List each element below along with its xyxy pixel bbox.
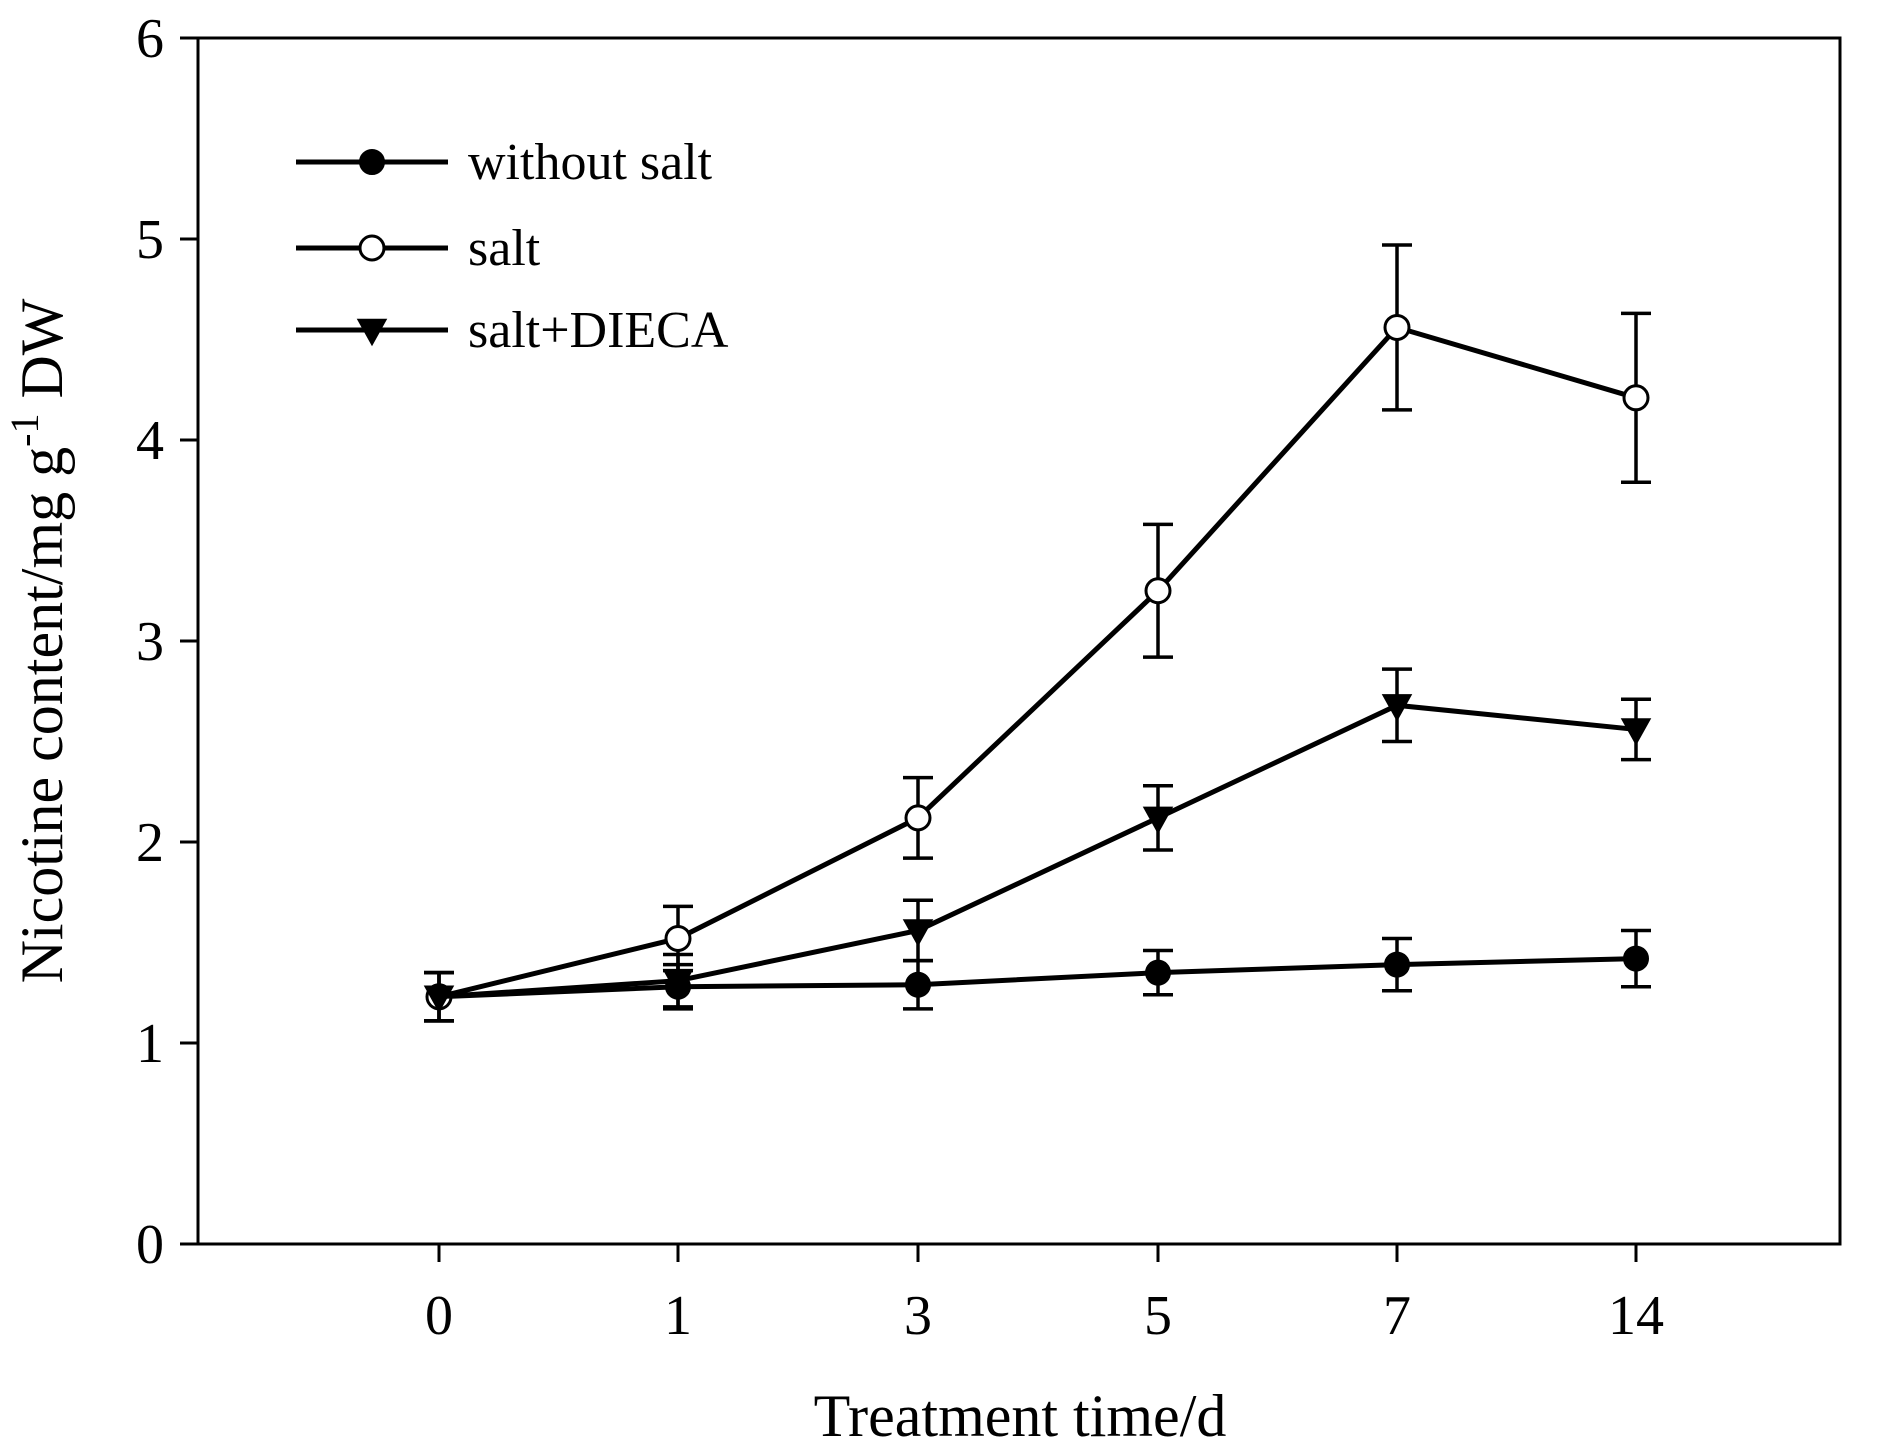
- data-point: [1620, 718, 1652, 746]
- data-point: [1381, 694, 1413, 722]
- data-point: [1384, 951, 1410, 978]
- y-axis-title-tail: DW: [9, 298, 75, 413]
- series-line: [438, 324, 1637, 1000]
- data-point: [902, 919, 934, 947]
- y-axis: 0 1 2 3 4 5 6: [136, 8, 198, 1276]
- y-tick-label: 2: [136, 812, 164, 874]
- series-salt-dieca: [423, 667, 1652, 1023]
- legend-marker: [356, 318, 388, 347]
- data-point: [1144, 577, 1172, 605]
- y-axis-title: Nicotine content/mg g-1 DW: [2, 298, 75, 983]
- data-point: [423, 985, 455, 1014]
- y-tick-label: 5: [136, 209, 164, 271]
- series-salt: [424, 243, 1651, 1023]
- x-axis-title: Treatment time/d: [814, 1383, 1227, 1449]
- y-axis-title-sup: -1: [2, 414, 47, 447]
- legend-entry-salt: salt: [296, 220, 541, 277]
- data-point: [1145, 959, 1171, 986]
- plot-frame: [196, 36, 1842, 1246]
- data-point: [1622, 384, 1650, 412]
- y-tick-label: 1: [136, 1013, 164, 1075]
- legend-marker: [358, 234, 386, 262]
- y-tick-label: 3: [136, 611, 164, 673]
- series-without-salt: [424, 928, 1651, 1023]
- y-tick-label: 4: [136, 410, 164, 472]
- series-line: [438, 956, 1637, 1000]
- y-axis-title-main: Nicotine content/mg g: [9, 447, 75, 984]
- y-tick-label: 0: [136, 1214, 164, 1276]
- legend: without salt salt salt+DIECA: [296, 134, 729, 359]
- x-tick-label: 7: [1383, 1285, 1411, 1347]
- data-point: [1623, 945, 1649, 972]
- x-tick-label: 1: [664, 1285, 692, 1347]
- x-tick-label: 0: [425, 1285, 453, 1347]
- y-tick-label: 6: [136, 8, 164, 70]
- series-line: [438, 702, 1637, 1000]
- data-point: [904, 804, 932, 832]
- data-point: [1142, 806, 1174, 835]
- data-point: [662, 969, 694, 997]
- legend-marker: [359, 149, 385, 175]
- legend-entry-salt-dieca: salt+DIECA: [296, 302, 729, 359]
- x-axis: 0 1 3 5 7 14: [425, 1244, 1664, 1347]
- x-tick-label: 14: [1608, 1285, 1664, 1347]
- data-point: [664, 924, 692, 952]
- legend-label: salt+DIECA: [468, 302, 729, 359]
- x-tick-label: 3: [904, 1285, 932, 1347]
- legend-entry-without-salt: without salt: [296, 134, 713, 191]
- data-point: [905, 971, 931, 998]
- x-tick-label: 5: [1144, 1285, 1172, 1347]
- legend-label: without salt: [468, 134, 713, 191]
- series-layer: [423, 243, 1652, 1023]
- data-point: [1383, 313, 1411, 341]
- legend-label: salt: [468, 220, 541, 277]
